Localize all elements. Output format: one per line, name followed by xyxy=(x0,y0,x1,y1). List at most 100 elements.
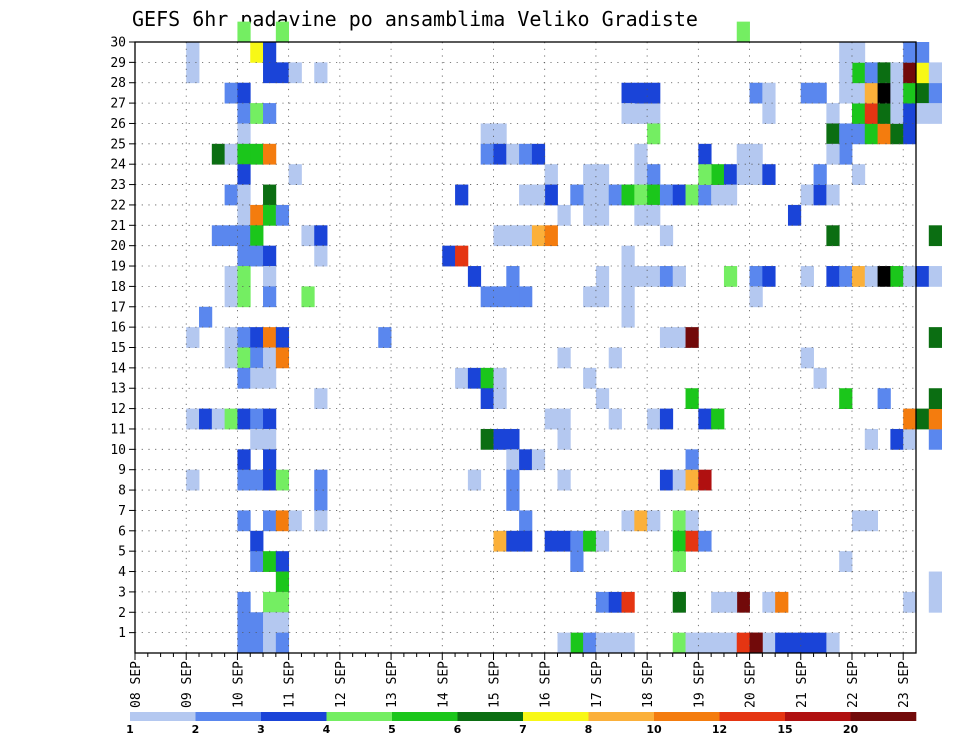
heatmap-cell xyxy=(685,632,699,654)
heatmap-cell xyxy=(288,164,302,185)
heatmap-cell xyxy=(493,225,507,247)
legend-swatch xyxy=(785,712,851,721)
heatmap-cell xyxy=(275,510,290,532)
heatmap-cell xyxy=(263,428,277,450)
y-tick-label: 23 xyxy=(110,178,126,193)
heatmap-cell xyxy=(595,632,610,654)
heatmap-cell xyxy=(851,123,866,145)
heatmap-cell xyxy=(583,367,597,389)
heatmap-cell xyxy=(506,143,520,165)
heatmap-cell xyxy=(595,388,610,409)
heatmap-cell xyxy=(864,123,878,145)
heatmap-cell xyxy=(275,204,290,226)
heatmap-cell xyxy=(762,632,776,654)
heatmap-cell xyxy=(839,62,853,84)
heatmap-cell xyxy=(250,225,264,247)
heatmap-cell xyxy=(570,632,584,654)
heatmap-cell xyxy=(186,327,200,348)
heatmap-cell xyxy=(647,408,661,430)
heatmap-cell xyxy=(659,266,674,287)
heatmap-cell xyxy=(903,123,917,145)
heatmap-cell xyxy=(736,164,750,185)
heatmap-cell xyxy=(621,306,635,328)
heatmap-cell xyxy=(877,82,891,104)
heatmap-cell xyxy=(186,62,200,84)
heatmap-cell xyxy=(813,184,827,206)
y-tick-label: 11 xyxy=(110,422,126,437)
heatmap-cell xyxy=(275,327,290,348)
heatmap-cell xyxy=(224,347,238,369)
heatmap-cell xyxy=(903,408,917,430)
heatmap-cell xyxy=(531,225,546,247)
legend-label: 15 xyxy=(777,723,792,736)
heatmap-cell xyxy=(595,591,610,613)
legend-label: 7 xyxy=(519,723,527,736)
heatmap-cell xyxy=(595,286,610,308)
legend-swatch xyxy=(719,712,786,721)
heatmap-cell xyxy=(263,551,277,572)
heatmap-cell xyxy=(851,62,866,84)
y-tick-label: 18 xyxy=(110,280,126,295)
heatmap-cell xyxy=(928,327,942,348)
heatmap-cell xyxy=(723,164,738,185)
legend-swatch xyxy=(523,712,589,721)
heatmap-cell xyxy=(224,184,238,206)
heatmap-cell xyxy=(685,327,699,348)
heatmap-cell xyxy=(928,82,942,104)
heatmap-cell xyxy=(608,632,622,654)
heatmap-cell xyxy=(506,449,520,471)
heatmap-cell xyxy=(237,123,251,145)
heatmap-cell xyxy=(877,103,891,124)
heatmap-cell xyxy=(851,510,866,532)
heatmap-cell xyxy=(314,245,328,267)
heatmap-cell xyxy=(314,62,328,84)
heatmap-cell xyxy=(621,286,635,308)
heatmap-cell xyxy=(506,490,520,511)
heatmap-cell xyxy=(250,245,264,267)
heatmap-cell xyxy=(762,82,776,104)
heatmap-cell xyxy=(813,82,827,104)
y-tick-label: 28 xyxy=(110,76,126,91)
heatmap-cell xyxy=(250,428,264,450)
heatmap-cell xyxy=(493,143,507,165)
heatmap-cell xyxy=(685,530,699,552)
heatmap-cell xyxy=(237,612,251,634)
heatmap-cell xyxy=(493,530,507,552)
heatmap-cell xyxy=(583,530,597,552)
heatmap-cell xyxy=(544,184,558,206)
heatmap-cell xyxy=(531,184,546,206)
heatmap-cell xyxy=(493,123,507,145)
heatmap-cell xyxy=(263,591,277,613)
y-tick-label: 14 xyxy=(110,361,126,376)
legend-label: 20 xyxy=(843,723,859,736)
heatmap-cell xyxy=(634,204,648,226)
heatmap-cell xyxy=(519,449,533,471)
heatmap-cell xyxy=(263,103,277,124)
heatmap-cell xyxy=(813,367,827,389)
heatmap-cell xyxy=(864,428,878,450)
heatmap-cell xyxy=(813,164,827,185)
heatmap-cell xyxy=(531,449,546,471)
heatmap-cell xyxy=(890,266,904,287)
heatmap-cell xyxy=(749,266,763,287)
heatmap-cell xyxy=(275,571,290,593)
legend-label: 5 xyxy=(388,723,396,736)
x-tick-label: 08 SEP xyxy=(129,661,144,708)
heatmap-cell xyxy=(647,204,661,226)
heatmap-cell xyxy=(224,327,238,348)
heatmap-cell xyxy=(250,408,264,430)
heatmap-cell xyxy=(839,388,853,409)
heatmap-cell xyxy=(839,82,853,104)
heatmap-cell xyxy=(928,62,942,84)
heatmap-cell xyxy=(288,62,302,84)
heatmap-cell xyxy=(583,286,597,308)
heatmap-cell xyxy=(263,632,277,654)
heatmap-cell xyxy=(647,266,661,287)
x-tick-label: 10 SEP xyxy=(231,661,246,708)
heatmap-cell xyxy=(467,469,482,491)
heatmap-cell xyxy=(275,591,290,613)
heatmap-cell xyxy=(903,103,917,124)
y-tick-label: 8 xyxy=(118,484,126,499)
heatmap-cell xyxy=(659,469,674,491)
